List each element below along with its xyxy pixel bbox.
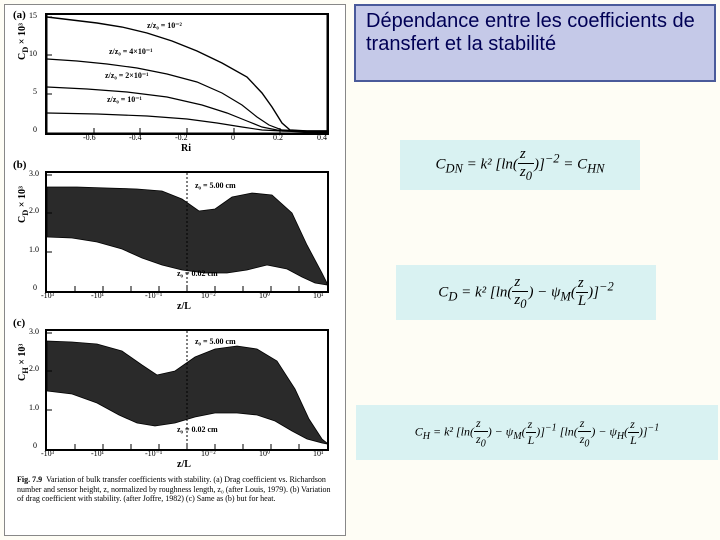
- caption-fignum: Fig. 7.9: [17, 475, 42, 484]
- xtick-b0: -10³: [41, 291, 54, 300]
- anno-a1: z/z₀ = 10⁻²: [147, 21, 182, 30]
- xlabel-c: z/L: [177, 459, 191, 470]
- ylabel-c: CH × 10³: [17, 344, 30, 381]
- chart-b: z₀ = 5.00 cm z₀ = 0.02 cm: [45, 171, 329, 293]
- ylabel-b: CD × 10³: [17, 186, 30, 223]
- ytick-b3: 3.0: [29, 169, 39, 178]
- eq3-content: CH = k² [ln(zz0) − ψM(zL)]−1 [ln(zz0) − …: [415, 416, 660, 449]
- ytick-b1: 1.0: [29, 245, 39, 254]
- xtick-b6: 10⁻²: [201, 291, 216, 300]
- xlabel-a: Ri: [181, 143, 191, 154]
- xtick-a1: -0.4: [129, 133, 142, 142]
- anno-a2: z/z₀ = 4×10⁻¹: [109, 47, 152, 56]
- panel-b-letter: (b): [13, 159, 26, 171]
- xtick-c0: -10³: [41, 449, 54, 458]
- anno-c-bot: z₀ = 0.02 cm: [177, 425, 218, 434]
- figure-caption: Fig. 7.9 Variation of bulk transfer coef…: [17, 475, 337, 504]
- xtick-b2: -10¹: [91, 291, 104, 300]
- xtick-a2: -0.2: [175, 133, 188, 142]
- xlabel-b: z/L: [177, 301, 191, 312]
- xtick-c8: 10⁰: [259, 449, 270, 458]
- chart-a-svg: [47, 15, 327, 133]
- anno-b-top: z₀ = 5.00 cm: [195, 181, 236, 190]
- ytick-a1: 5: [33, 87, 37, 96]
- anno-a3: z/z₀ = 2×10⁻¹: [105, 71, 148, 80]
- anno-b-bot: z₀ = 0.02 cm: [177, 269, 218, 278]
- panel-a-letter: (a): [13, 9, 26, 21]
- caption-text: Variation of bulk transfer coefficients …: [17, 475, 330, 503]
- xtick-a0: -0.6: [83, 133, 96, 142]
- ytick-c3: 3.0: [29, 327, 39, 336]
- xtick-c9: 10¹: [313, 449, 323, 458]
- anno-c-top: z₀ = 5.00 cm: [195, 337, 236, 346]
- xtick-b8: 10⁰: [259, 291, 270, 300]
- panel-c-letter: (c): [13, 317, 25, 329]
- ytick-a0: 0: [33, 125, 37, 134]
- ytick-a3: 15: [29, 11, 37, 20]
- curve-a3: [47, 87, 327, 131]
- figure-panel: (a) z/z₀ = 10⁻² z/z₀ = 4×10⁻¹ z/z₀ = 2×1…: [4, 4, 346, 536]
- title-box: Dépendance entre les coefficients de tra…: [354, 4, 716, 82]
- chart-a: z/z₀ = 10⁻² z/z₀ = 4×10⁻¹ z/z₀ = 2×10⁻¹ …: [45, 13, 329, 135]
- ytick-c2: 2.0: [29, 364, 39, 373]
- xtick-a3: 0: [231, 133, 235, 142]
- eq2-content: CD = k² [ln(zz0) − ψM(zL)]−2: [438, 274, 613, 312]
- eq1-content: CDN = k² [ln(zz0)]−2 = CHN: [435, 146, 604, 184]
- ytick-b0: 0: [33, 283, 37, 292]
- title-text: Dépendance entre les coefficients de tra…: [366, 10, 695, 55]
- curve-a2: [47, 59, 327, 131]
- equation-3: CH = k² [ln(zz0) − ψM(zL)]−1 [ln(zz0) − …: [356, 405, 718, 460]
- chart-c: z₀ = 5.00 cm z₀ = 0.02 cm: [45, 329, 329, 451]
- xtick-c6: 10⁻²: [201, 449, 216, 458]
- xtick-a4: 0.2: [273, 133, 283, 142]
- ytick-b2: 2.0: [29, 206, 39, 215]
- xtick-a5: 0.4: [317, 133, 327, 142]
- equation-1: CDN = k² [ln(zz0)]−2 = CHN: [400, 140, 640, 190]
- ytick-c0: 0: [33, 441, 37, 450]
- equation-2: CD = k² [ln(zz0) − ψM(zL)]−2: [396, 265, 656, 320]
- xtick-b9: 10¹: [313, 291, 323, 300]
- xtick-c2: -10¹: [91, 449, 104, 458]
- ytick-a2: 10: [29, 49, 37, 58]
- xtick-c4: -10⁻¹: [145, 449, 162, 458]
- ytick-c1: 1.0: [29, 403, 39, 412]
- anno-a4: z/z₀ = 10⁻¹: [107, 95, 142, 104]
- xtick-b4: -10⁻¹: [145, 291, 162, 300]
